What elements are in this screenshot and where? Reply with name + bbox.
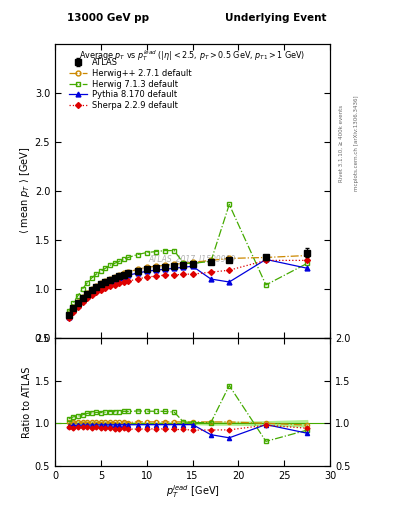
Text: ATLAS_2017_I1509919: ATLAS_2017_I1509919 <box>149 254 236 263</box>
Y-axis label: $\langle$ mean $p_T$ $\rangle$ [GeV]: $\langle$ mean $p_T$ $\rangle$ [GeV] <box>18 147 32 234</box>
Y-axis label: Ratio to ATLAS: Ratio to ATLAS <box>22 366 32 438</box>
Text: 13000 GeV pp: 13000 GeV pp <box>67 12 149 23</box>
Legend: ATLAS, Herwig++ 2.7.1 default, Herwig 7.1.3 default, Pythia 8.170 default, Sherp: ATLAS, Herwig++ 2.7.1 default, Herwig 7.… <box>68 56 193 112</box>
X-axis label: $p_T^{lead}$ [GeV]: $p_T^{lead}$ [GeV] <box>166 483 219 500</box>
Text: mcplots.cern.ch [arXiv:1306.3436]: mcplots.cern.ch [arXiv:1306.3436] <box>354 96 359 191</box>
Text: Underlying Event: Underlying Event <box>225 12 326 23</box>
Text: Rivet 3.1.10, ≥ 400k events: Rivet 3.1.10, ≥ 400k events <box>339 105 344 182</box>
Text: Average $p_T$ vs $p_T^{lead}$ ($|\eta| < 2.5$, $p_T > 0.5$ GeV, $p_{T1} > 1$ GeV: Average $p_T$ vs $p_T^{lead}$ ($|\eta| <… <box>79 48 306 63</box>
